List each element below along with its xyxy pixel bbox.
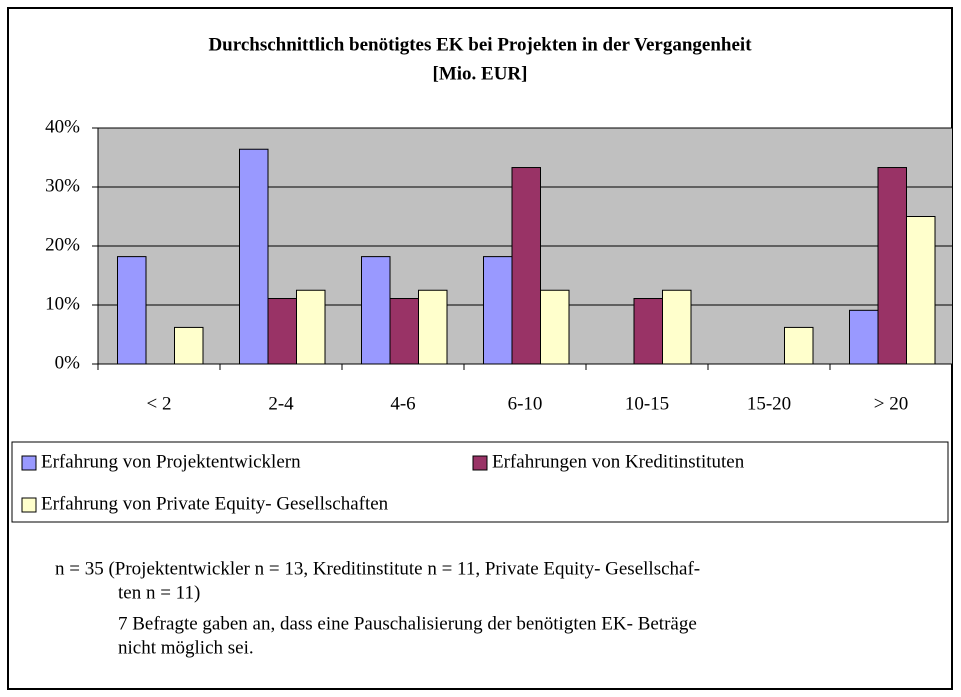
- legend-label: Erfahrung von Projektentwicklern: [41, 451, 301, 472]
- y-tick-label: 10%: [45, 293, 80, 314]
- bar: [906, 216, 936, 365]
- note: n = 35 (Projektentwickler n = 13, Kredit…: [55, 558, 700, 579]
- legend-swatch: [21, 455, 37, 471]
- bar: [418, 289, 448, 365]
- bar: [662, 289, 692, 365]
- bar: [117, 256, 147, 365]
- bar: [239, 148, 269, 365]
- note: ten n = 11): [118, 582, 200, 603]
- bar: [174, 326, 204, 365]
- legend-box: [11, 441, 949, 523]
- x-tick-label: 15-20: [747, 393, 791, 414]
- x-tick-label: < 2: [147, 393, 172, 414]
- x-tick-label: 4-6: [390, 393, 415, 414]
- legend-swatch: [21, 497, 37, 513]
- y-tick-label: 20%: [45, 234, 80, 255]
- bar: [511, 167, 541, 365]
- legend-label: Erfahrung von Private Equity- Gesellscha…: [41, 493, 389, 514]
- bar: [540, 289, 570, 365]
- y-tick-label: 30%: [45, 175, 80, 196]
- x-tick-label: 2-4: [268, 393, 294, 414]
- y-tick-label: 0%: [55, 352, 81, 373]
- bar: [784, 326, 814, 365]
- y-tick-label: 40%: [45, 116, 80, 137]
- bar: [389, 298, 419, 365]
- legend-label: Erfahrungen von Kreditinstituten: [492, 451, 745, 472]
- bar: [633, 298, 663, 365]
- bar: [849, 309, 879, 365]
- chart-subtitle: [Mio. EUR]: [433, 63, 528, 84]
- x-tick-label: > 20: [874, 393, 908, 414]
- note: nicht möglich sei.: [118, 637, 254, 658]
- bar: [296, 289, 326, 365]
- x-tick-label: 10-15: [625, 393, 669, 414]
- bar: [267, 298, 297, 365]
- legend-swatch: [472, 455, 488, 471]
- bar: [361, 256, 391, 365]
- x-tick-label: 6-10: [508, 393, 543, 414]
- note: 7 Befragte gaben an, dass eine Pauschali…: [118, 613, 697, 634]
- bar: [483, 256, 513, 365]
- bar: [877, 167, 907, 365]
- chart-title: Durchschnittlich benötigtes EK bei Proje…: [208, 34, 752, 55]
